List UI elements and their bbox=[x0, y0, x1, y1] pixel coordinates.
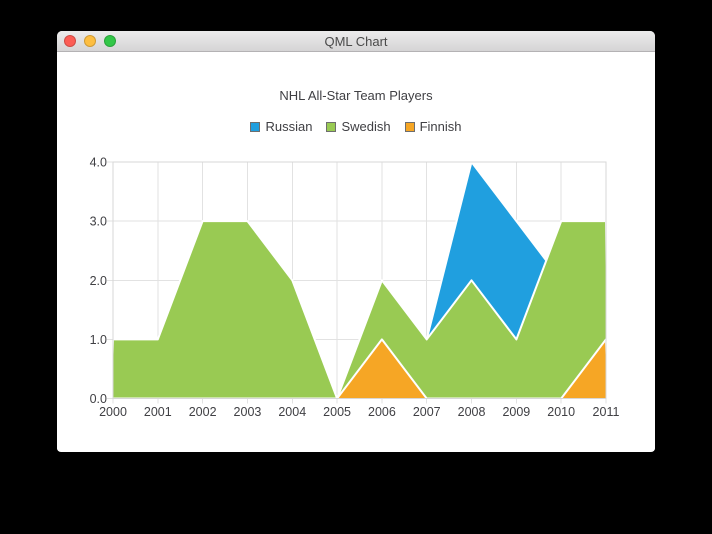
y-tick-label-0.0: 0.0 bbox=[90, 392, 107, 406]
legend-item-swedish: Swedish bbox=[326, 119, 391, 134]
window-title: QML Chart bbox=[324, 34, 388, 49]
chart-series bbox=[113, 162, 606, 399]
legend-marker-finnish bbox=[404, 121, 415, 132]
traffic-lights bbox=[64, 35, 116, 47]
legend-marker-russian bbox=[250, 121, 261, 132]
chart-title: NHL All-Star Team Players bbox=[279, 88, 433, 103]
y-tick-label-1.0: 1.0 bbox=[90, 333, 107, 347]
y-tick-label-3.0: 3.0 bbox=[90, 215, 107, 229]
legend-label-russian: Russian bbox=[265, 119, 313, 134]
qml-chart-window: QML Chart 2000 2001 2002 2003 2004 2005 2006 20… bbox=[57, 31, 655, 452]
x-tick-label-2007: 2007 bbox=[413, 405, 441, 419]
x-tick-label-2003: 2003 bbox=[234, 405, 262, 419]
close-button[interactable] bbox=[64, 35, 76, 47]
chart-legend: Russian Swedish Finnish bbox=[57, 120, 655, 133]
zoom-button[interactable] bbox=[104, 35, 116, 47]
y-tick-label-4.0: 4.0 bbox=[90, 156, 107, 170]
legend-item-finnish: Finnish bbox=[404, 119, 462, 134]
legend-label-swedish: Swedish bbox=[341, 119, 391, 134]
legend-label-finnish: Finnish bbox=[419, 119, 462, 134]
x-tick-label-2005: 2005 bbox=[323, 405, 351, 419]
legend-marker-swedish bbox=[326, 121, 337, 132]
x-tick-label-2006: 2006 bbox=[368, 405, 396, 419]
x-tick-label-2009: 2009 bbox=[502, 405, 530, 419]
x-tick-label-2000: 2000 bbox=[99, 405, 127, 419]
y-tick-label-2.0: 2.0 bbox=[90, 274, 107, 288]
chart-view: 2000 2001 2002 2003 2004 2005 2006 2007 2008 2009… bbox=[57, 52, 655, 451]
x-tick-label-2001: 2001 bbox=[144, 405, 172, 419]
legend-item-russian: Russian bbox=[250, 120, 312, 133]
x-tick-label-2011: 2011 bbox=[593, 405, 620, 419]
x-tick-label-2004: 2004 bbox=[278, 405, 306, 419]
plot-border bbox=[112, 161, 607, 399]
area-chart: 2000 2001 2002 2003 2004 2005 2006 2007 2008 2009… bbox=[90, 156, 620, 420]
x-tick-label-2010: 2010 bbox=[547, 405, 575, 419]
minimize-button[interactable] bbox=[84, 35, 96, 47]
x-tick-label-2002: 2002 bbox=[189, 405, 217, 419]
series-swedish bbox=[113, 220, 606, 399]
window-titlebar[interactable]: QML Chart bbox=[57, 31, 655, 52]
axis-labels: 2000 2001 2002 2003 2004 2005 2006 2007 2008 2009… bbox=[90, 156, 620, 420]
series-finnish bbox=[113, 338, 606, 399]
x-tick-label-2008: 2008 bbox=[458, 405, 486, 419]
